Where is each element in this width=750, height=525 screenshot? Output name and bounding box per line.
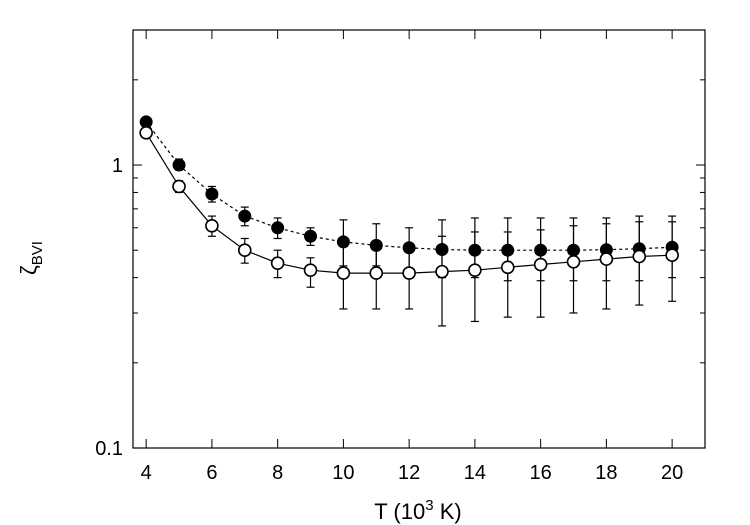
y-tick-label: 0.1 <box>95 438 123 460</box>
x-axis-label-superscript: 3 <box>425 497 433 514</box>
data-point-open <box>237 243 252 258</box>
x-tick-label: 10 <box>332 462 354 484</box>
data-point-open <box>468 263 482 277</box>
data-point-filled <box>238 209 252 223</box>
x-tick-label: 12 <box>398 462 420 484</box>
data-point-open <box>566 254 581 269</box>
y-tick-label: 1 <box>112 155 123 177</box>
plot-frame <box>132 29 706 449</box>
series-layer <box>139 115 679 327</box>
data-point-filled <box>205 187 219 201</box>
x-tick-label: 14 <box>464 462 486 484</box>
y-axis-label: ζBVI <box>16 241 46 275</box>
x-tick-label: 16 <box>530 462 552 484</box>
x-axis-label-prefix: T (10 <box>374 499 425 524</box>
data-point-open <box>270 256 285 270</box>
data-point-open <box>205 218 219 233</box>
y-axis-label-subscript: BVI <box>29 241 46 265</box>
data-point-open <box>139 125 153 140</box>
data-point-open <box>172 179 186 194</box>
data-point-open <box>665 248 679 263</box>
tick-labels: 4 6 8 10 12 14 16 18 20 0.1 1 <box>95 155 683 484</box>
x-tick-label: 8 <box>272 462 283 484</box>
data-point-filled <box>271 221 285 235</box>
series-line <box>145 121 673 251</box>
y-axis-label-symbol: ζ <box>16 265 41 275</box>
data-point-filled <box>172 158 186 172</box>
data-point-open <box>435 264 449 279</box>
x-tick-label: 18 <box>595 462 617 484</box>
data-point-open <box>336 266 351 280</box>
x-axis-label-suffix: K) <box>434 499 462 524</box>
x-tick-label: 20 <box>661 462 683 484</box>
data-point-open <box>500 260 515 275</box>
data-point-open <box>369 266 384 280</box>
x-tick-label: 6 <box>206 462 217 484</box>
data-point-open <box>303 263 318 277</box>
data-point-filled <box>304 229 318 243</box>
data-point-open <box>533 257 548 272</box>
data-point-open <box>599 252 614 266</box>
major-ticks <box>133 30 705 449</box>
data-point-open <box>402 266 416 280</box>
minor-ticks <box>133 79 705 364</box>
data-point-open <box>632 249 647 264</box>
x-axis-label: T (103 K) <box>374 497 461 524</box>
x-tick-label: 4 <box>141 462 152 484</box>
